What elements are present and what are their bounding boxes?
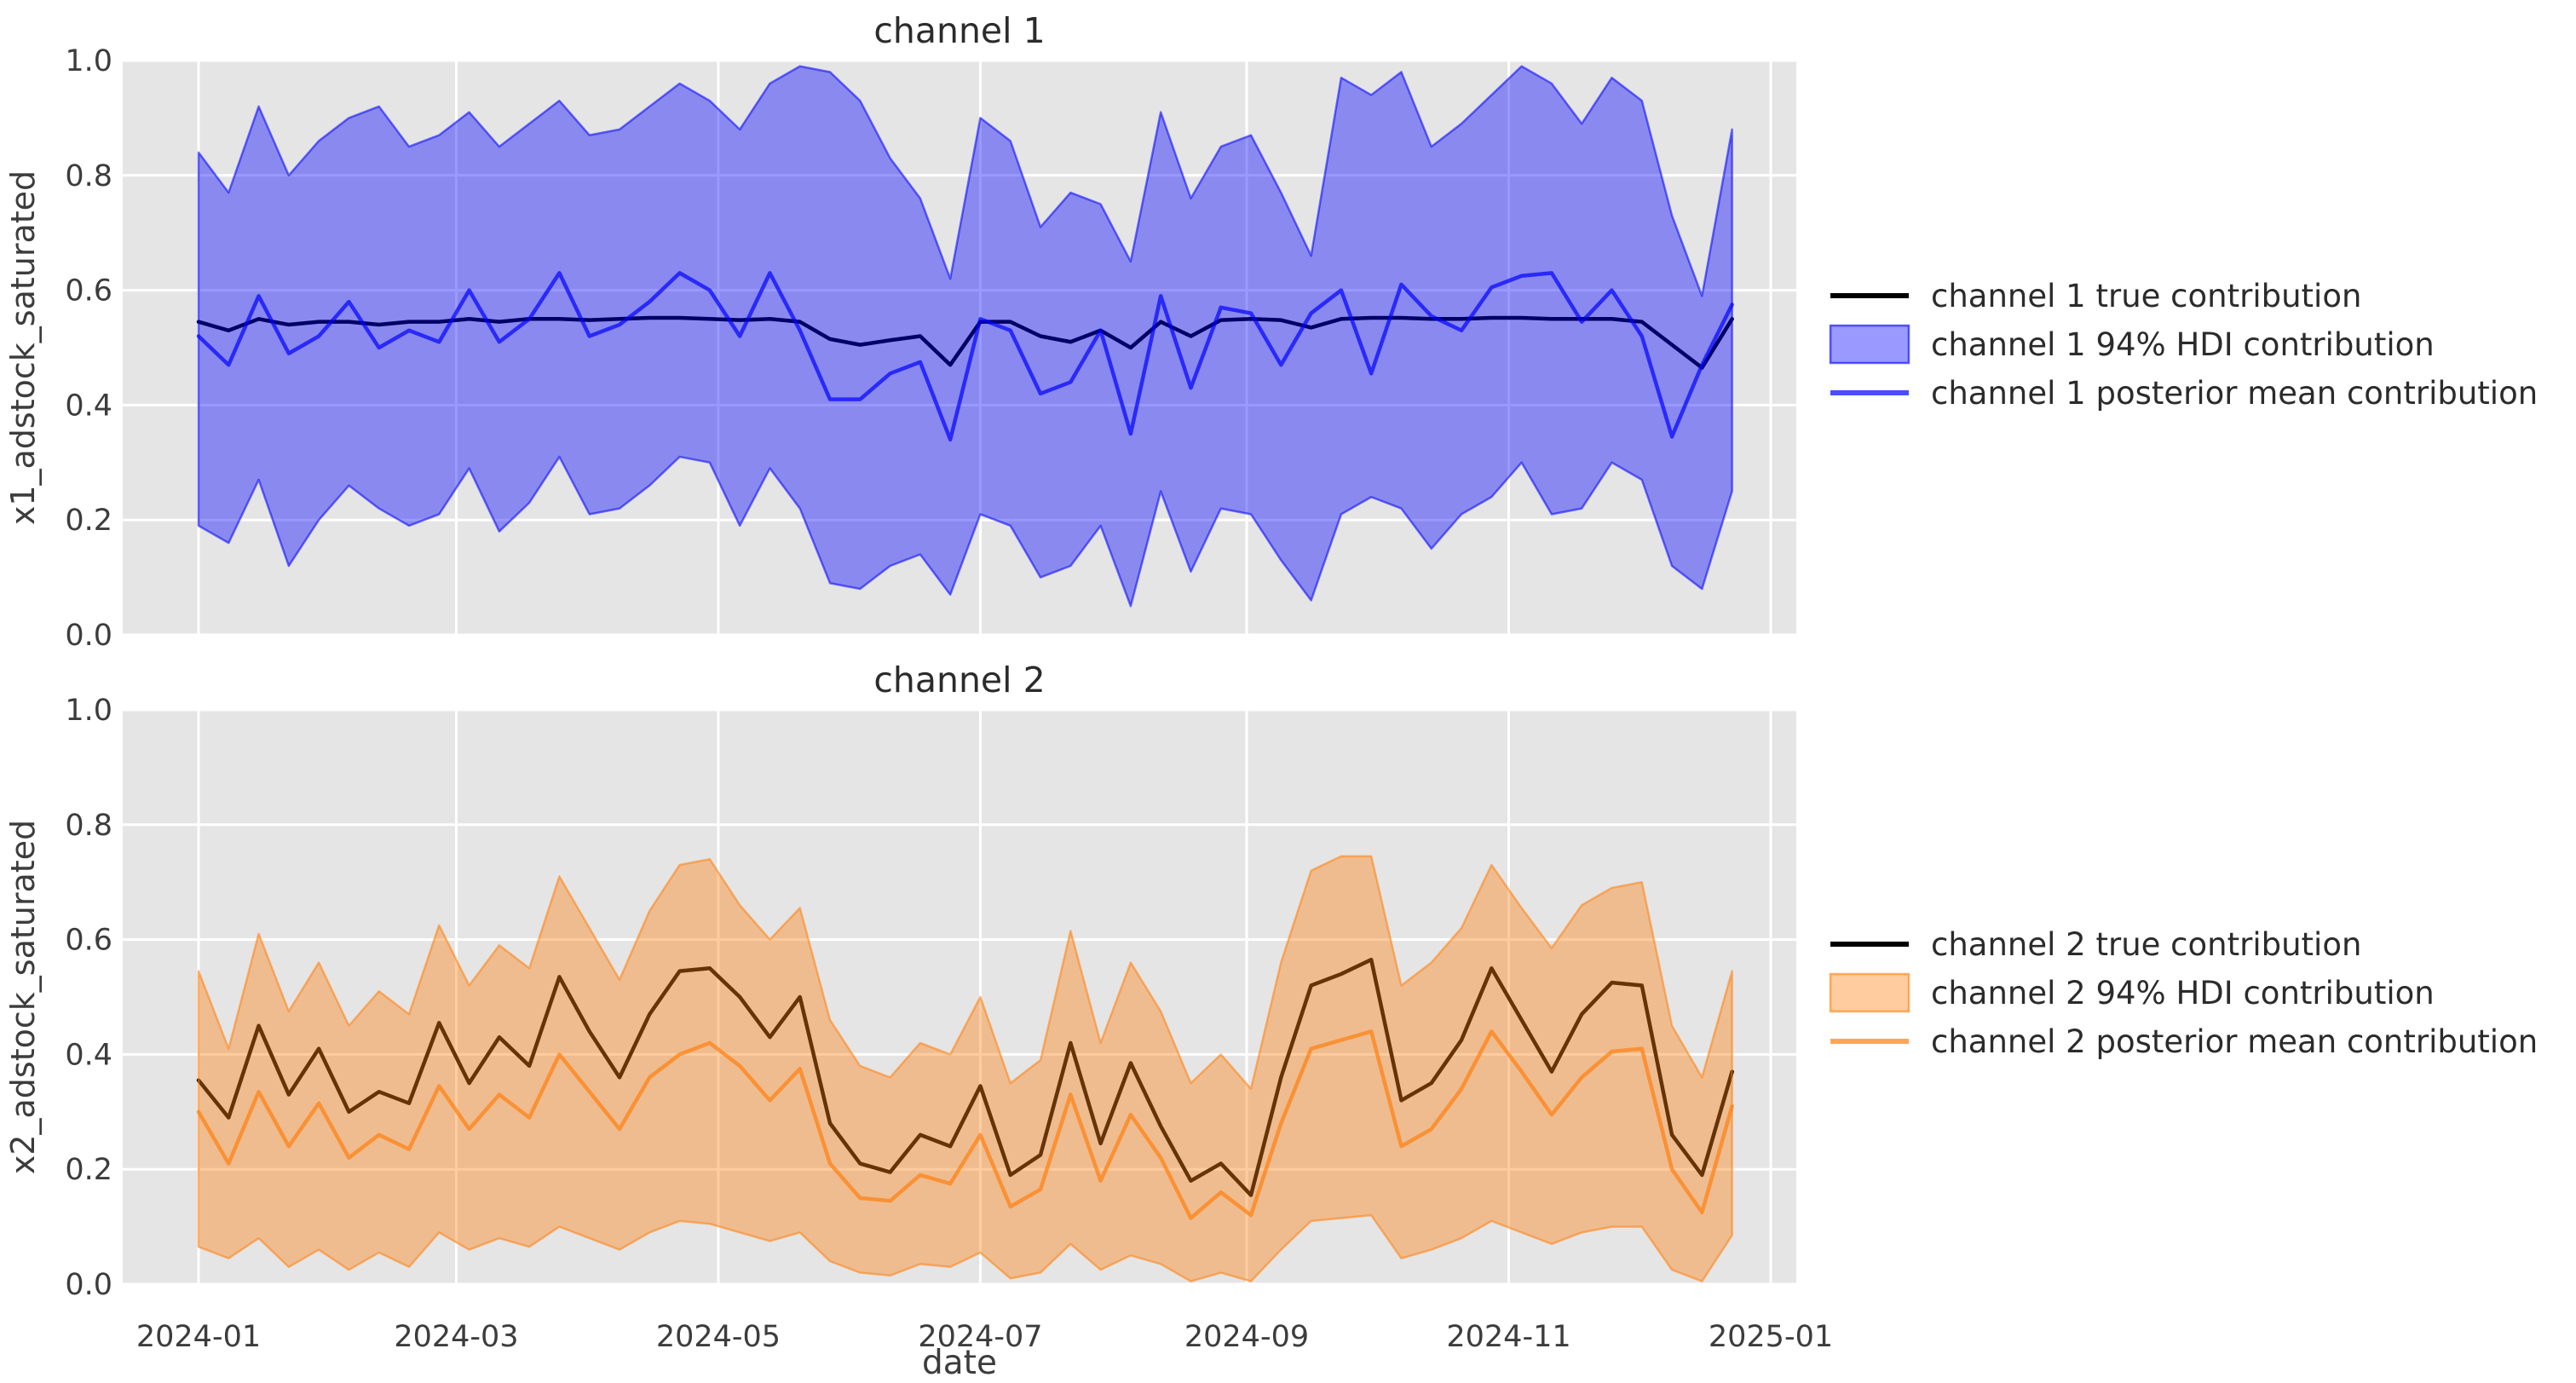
axes-background	[123, 710, 1796, 1284]
posterior-mean-line	[196, 271, 1734, 442]
true-contribution-line	[196, 315, 1734, 370]
legend-label: channel 2 true contribution	[1931, 926, 2361, 963]
x-tick-label: 2025-01	[1709, 1320, 1833, 1354]
legend-patch-swatch	[1829, 972, 1910, 1013]
true-contribution-line	[196, 957, 1734, 1197]
subplot-title: channel 2	[873, 660, 1045, 700]
legend-label: channel 1 posterior mean contribution	[1931, 375, 2538, 412]
subplot-title: channel 1	[873, 10, 1045, 51]
axes-background	[123, 61, 1796, 635]
x-tick-label: 2024-11	[1446, 1320, 1570, 1354]
y-tick-label: 0.2	[65, 504, 112, 538]
legend-label: channel 1 true contribution	[1931, 278, 2361, 314]
x-axis-label: date	[922, 1344, 997, 1382]
y-tick-label: 0.2	[65, 1153, 112, 1187]
x-tick-label: 2024-09	[1184, 1320, 1309, 1354]
y-tick-label: 0.8	[65, 809, 112, 843]
y-tick-label: 1.0	[65, 44, 112, 78]
hdi-band	[197, 65, 1733, 608]
hdi-band	[197, 855, 1733, 1282]
legend-label: channel 1 94% HDI contribution	[1931, 326, 2435, 363]
legend-label: channel 2 94% HDI contribution	[1931, 975, 2435, 1011]
y-tick-label: 0.0	[65, 1268, 112, 1302]
x-tick-label: 2024-05	[656, 1320, 781, 1354]
y-tick-label: 0.0	[65, 619, 112, 653]
x-tick-label: 2024-03	[394, 1320, 518, 1354]
y-axis-label: x1_adstock_saturated	[4, 170, 42, 525]
y-tick-label: 0.6	[65, 924, 112, 958]
y-tick-label: 0.8	[65, 159, 112, 193]
y-tick-label: 0.4	[65, 1038, 112, 1072]
y-axis-label: x2_adstock_saturated	[4, 820, 42, 1174]
posterior-mean-line	[196, 1029, 1734, 1220]
x-tick-label: 2024-07	[918, 1320, 1042, 1354]
x-tick-label: 2024-01	[136, 1320, 261, 1354]
legend-label: channel 2 posterior mean contribution	[1931, 1023, 2538, 1060]
y-tick-label: 1.0	[65, 694, 112, 728]
legend-patch-swatch	[1829, 324, 1910, 365]
y-tick-label: 0.4	[65, 389, 112, 423]
y-tick-label: 0.6	[65, 274, 112, 308]
